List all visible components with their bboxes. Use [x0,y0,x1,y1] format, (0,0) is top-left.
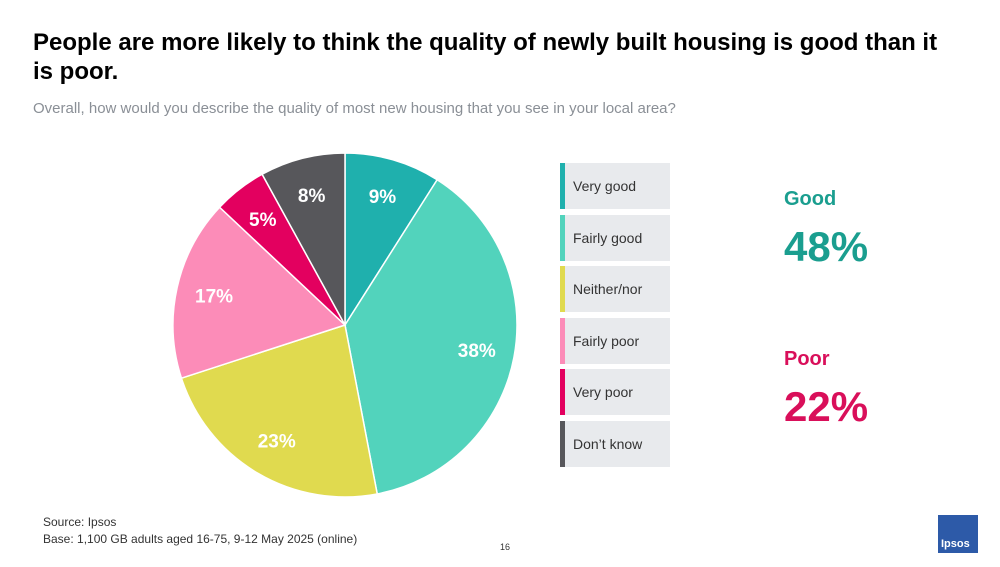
question-subtitle: Overall, how would you describe the qual… [33,100,676,117]
base-note: Base: 1,100 GB adults aged 16-75, 9-12 M… [43,532,358,546]
pie-slice [344,178,518,495]
legend-label: Fairly good [573,229,643,246]
good-summary-value: 48% [784,223,869,270]
slice-label: 17% [195,287,233,308]
legend-label: Very good [573,178,637,194]
legend-label: Neither/nor [573,281,643,298]
logo-text: Ipsos [941,538,970,550]
pie-chart: 9% 38% 23% 17% 5% 8% [172,152,518,498]
slice-label: 5% [249,210,277,231]
legend-item: Don’t know [560,420,670,467]
slice-label: 8% [298,186,326,207]
legend-label: Fairly poor [573,332,640,349]
slice-label: 38% [458,341,496,362]
legend-item: Very good [560,163,670,209]
good-summary-label: Good [784,188,837,210]
slice-label: 9% [369,187,397,208]
legend-item: Very poor [560,369,670,416]
legend-item: Fairly good [560,214,670,261]
pie-slice [172,206,347,380]
pie-slice [344,152,439,328]
pie-slice [180,324,379,498]
source-note: Source: Ipsos [43,515,117,529]
slice-label: 23% [258,431,296,452]
legend-item: Neither/nor [560,266,670,313]
page-title: People are more likely to think the qual… [33,29,938,85]
legend: Very good Fairly good Neither/nor Fairly po… [560,163,670,473]
legend-item: Fairly poor [560,317,670,364]
page-number: 16 [500,542,511,552]
legend-label: Don’t know [573,435,643,452]
poor-summary-value: 22% [784,383,869,430]
pie-slice [261,152,346,326]
ipsos-logo: Ipsos [938,515,978,553]
poor-summary-label: Poor [784,348,830,370]
legend-label: Very poor [573,384,633,401]
